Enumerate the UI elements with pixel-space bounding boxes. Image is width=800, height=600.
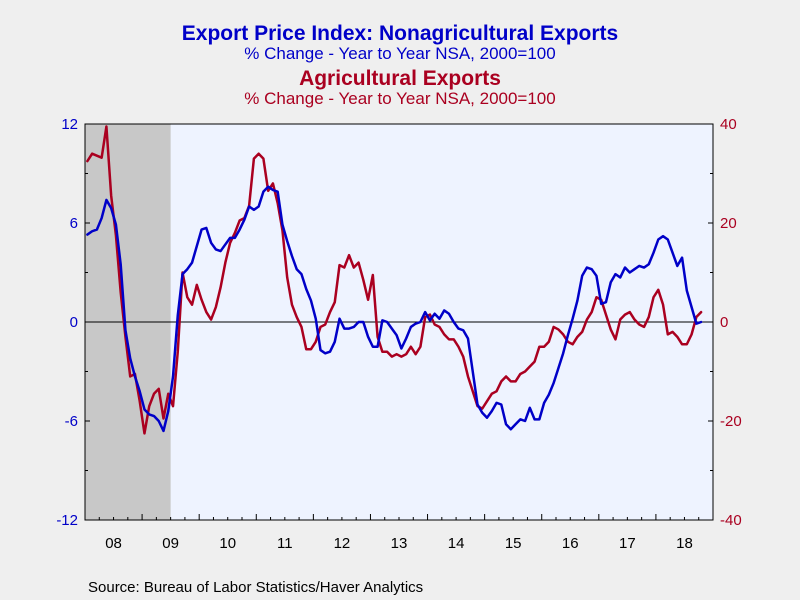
right-axis-label: -20 [720, 413, 742, 430]
series-line-agricultural [86, 125, 703, 435]
x-axis-label: 09 [162, 535, 179, 552]
series-line-nonagricultural [86, 185, 703, 433]
plot-area [84, 123, 714, 521]
x-axis-label: 12 [334, 535, 351, 552]
left-axis-label: 6 [70, 215, 78, 232]
left-axis-label: 12 [61, 116, 78, 133]
x-axis-label: 13 [391, 535, 408, 552]
right-axis-label: 0 [720, 314, 728, 331]
left-axis-label: 0 [70, 314, 78, 331]
chart-title-nonagricultural: Export Price Index: Nonagricultural Expo… [182, 22, 618, 45]
x-axis-label: 16 [562, 535, 579, 552]
x-axis-label: 14 [448, 535, 465, 552]
chart-title-agricultural: Agricultural Exports [299, 67, 501, 90]
right-axis-label: 20 [720, 215, 737, 232]
x-axis-label: 18 [676, 535, 693, 552]
x-axis-label: 08 [105, 535, 122, 552]
source-note: Source: Bureau of Labor Statistics/Haver… [88, 579, 423, 596]
x-axis-label: 10 [219, 535, 236, 552]
x-axis-label: 15 [505, 535, 522, 552]
right-axis-label: 40 [720, 116, 737, 133]
left-axis-label: -12 [56, 512, 78, 529]
chart-subtitle-agricultural: % Change - Year to Year NSA, 2000=100 [244, 89, 555, 108]
chart-subtitle-nonagricultural: % Change - Year to Year NSA, 2000=100 [244, 44, 555, 63]
x-axis-label: 11 [277, 535, 293, 552]
x-axis-label: 17 [619, 535, 636, 552]
right-axis-label: -40 [720, 512, 742, 529]
left-axis-label: -6 [65, 413, 78, 430]
